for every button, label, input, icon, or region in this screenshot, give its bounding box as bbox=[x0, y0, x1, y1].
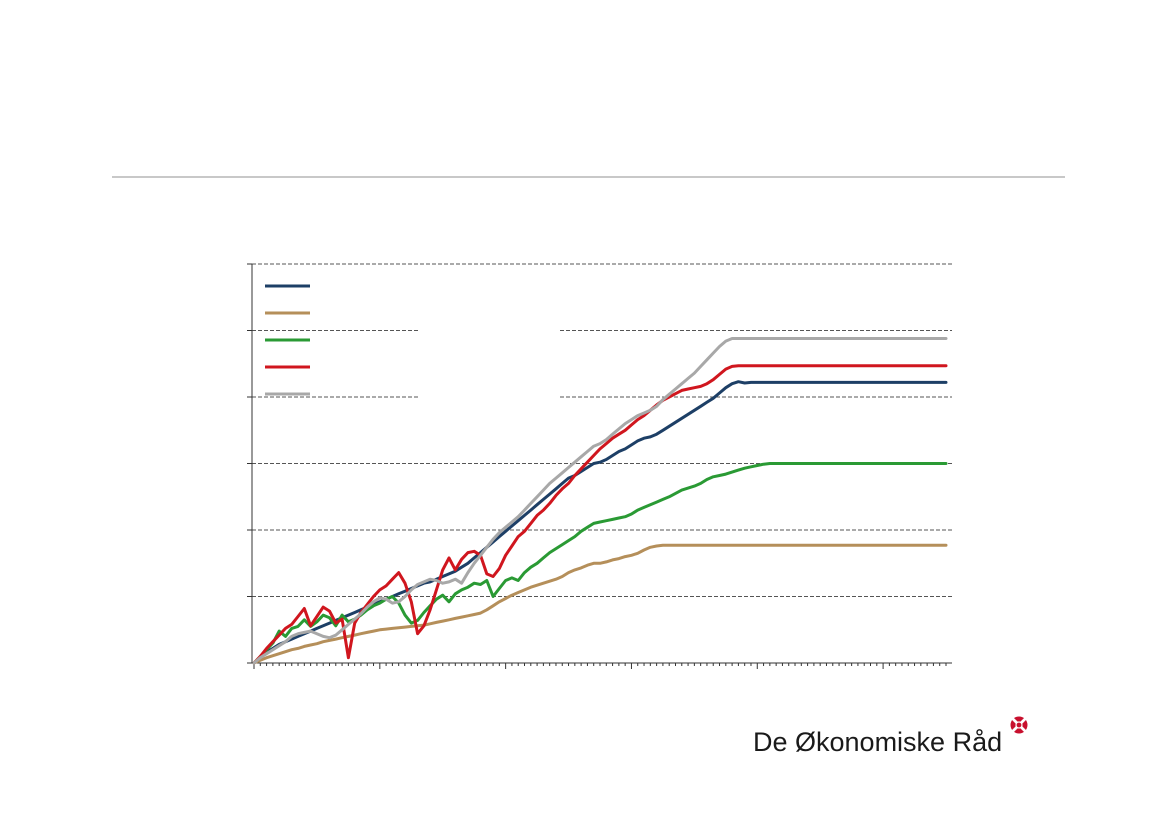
brand-emblem-icon bbox=[1010, 716, 1028, 734]
axes bbox=[247, 263, 952, 669]
brand-name: De Økonomiske Råd bbox=[753, 727, 1003, 757]
series-line-5 bbox=[252, 337, 948, 665]
legend bbox=[265, 284, 310, 396]
series-line-2 bbox=[252, 543, 948, 665]
series-line-3 bbox=[252, 462, 948, 665]
series-group bbox=[252, 337, 948, 665]
header-divider bbox=[112, 176, 1065, 178]
series-line-4 bbox=[252, 364, 948, 665]
